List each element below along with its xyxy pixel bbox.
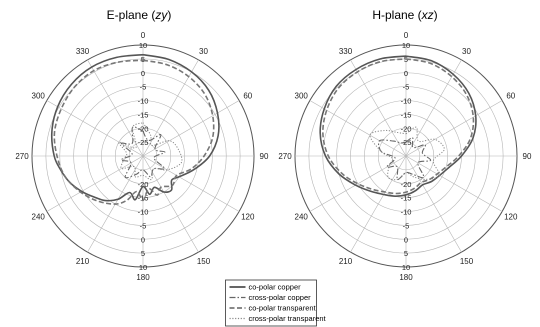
grid-spoke [405, 155, 462, 253]
radial-tick-label: 5 [141, 55, 145, 64]
radial-tick-label: 10 [139, 263, 147, 272]
legend-label: cross-polar copper [249, 293, 312, 302]
angle-tick-label: 0 [404, 31, 409, 40]
angle-tick-label: 210 [339, 257, 353, 266]
series-cross-polar-copper [120, 126, 166, 179]
legend-box [225, 279, 317, 327]
radial-tick-label: 0 [141, 235, 145, 244]
grid-spoke [309, 100, 407, 157]
angle-tick-label: 300 [295, 92, 309, 101]
radial-tick-label: 5 [141, 249, 145, 258]
grid-spoke [142, 100, 240, 157]
grid-spoke [46, 155, 144, 212]
radial-tick-label: -10 [401, 97, 412, 106]
series-co-polar-transparent [53, 59, 215, 205]
radial-tick-label: -20 [401, 180, 412, 189]
grid-spoke [46, 100, 144, 157]
radial-tick-label: -15 [401, 110, 412, 119]
series-cross-polar-copper [378, 137, 432, 181]
radial-tick-label: -5 [140, 83, 147, 92]
grid-spoke [405, 155, 503, 212]
legend-label: co-polar transparent [249, 304, 317, 313]
radial-tick-label: -5 [403, 83, 410, 92]
radial-tick-label: -5 [403, 221, 410, 230]
angle-tick-label: 0 [141, 31, 146, 40]
legend-label: co-polar copper [249, 283, 302, 292]
grid-spoke [142, 155, 240, 212]
angle-tick-label: 180 [399, 273, 413, 282]
grid-spoke [350, 59, 407, 157]
series-cross-polar-transparent [118, 122, 183, 181]
grid-spoke [405, 59, 462, 157]
grid-spoke [142, 59, 199, 157]
radial-tick-label: -15 [138, 110, 149, 119]
radial-tick-label: 10 [402, 41, 410, 50]
radial-tick-label: -25 [138, 138, 149, 147]
angle-tick-label: 210 [76, 257, 90, 266]
angle-tick-label: 60 [506, 92, 515, 101]
angle-tick-label: 90 [523, 152, 532, 161]
radial-tick-label: 10 [402, 263, 410, 272]
angle-tick-label: 90 [260, 152, 269, 161]
angle-tick-label: 120 [504, 213, 518, 222]
e-plane-chart: E-plane (zy) 10 5 0 -5 -10 -15 -20 -25 -20 -15 -10… [15, 8, 269, 282]
radial-tick-label: -10 [138, 97, 149, 106]
grid-spoke [350, 155, 407, 253]
radial-tick-label: -10 [401, 208, 412, 217]
radial-tick-label: -20 [138, 124, 149, 133]
angle-tick-label: 150 [197, 257, 211, 266]
angle-tick-label: 240 [32, 213, 46, 222]
radial-tick-label: -20 [401, 124, 412, 133]
angle-tick-label: 30 [462, 47, 471, 56]
angle-tick-label: 60 [243, 92, 252, 101]
radial-tick-label: -5 [140, 221, 147, 230]
grid-spoke [309, 155, 407, 212]
series-co-polar-transparent [322, 58, 475, 195]
angle-tick-label: 150 [460, 257, 474, 266]
radial-tick-label: -20 [138, 180, 149, 189]
angle-tick-label: 330 [76, 47, 90, 56]
angle-tick-label: 240 [295, 213, 309, 222]
radial-tick-label: 10 [139, 41, 147, 50]
radial-tick-label: 0 [404, 69, 408, 78]
grid-spoke [87, 59, 144, 157]
radial-tick-label: 0 [404, 235, 408, 244]
series-co-polar-copper [319, 55, 477, 198]
angle-tick-label: 300 [32, 92, 46, 101]
angle-tick-label: 270 [278, 152, 292, 161]
radial-tick-label: -10 [138, 208, 149, 217]
h-plane-title: H-plane (xz) [372, 8, 437, 22]
angle-tick-label: 120 [241, 213, 255, 222]
radial-tick-label: -15 [401, 194, 412, 203]
radial-tick-label: 0 [141, 69, 145, 78]
radial-tick-label: -15 [138, 194, 149, 203]
e-plane-title: E-plane (zy) [107, 8, 172, 22]
angle-tick-label: 180 [136, 273, 150, 282]
grid-spoke [405, 100, 503, 157]
h-plane-chart: H-plane (xz) 1050-5-10-15-20-25-20-15-10… [278, 8, 532, 282]
angle-tick-label: 330 [339, 47, 353, 56]
angle-tick-label: 30 [199, 47, 208, 56]
legend-label: cross-polar transparent [249, 314, 327, 323]
angle-tick-label: 270 [15, 152, 29, 161]
radial-tick-label: 5 [404, 249, 408, 258]
series-cross-polar-transparent [369, 126, 445, 181]
